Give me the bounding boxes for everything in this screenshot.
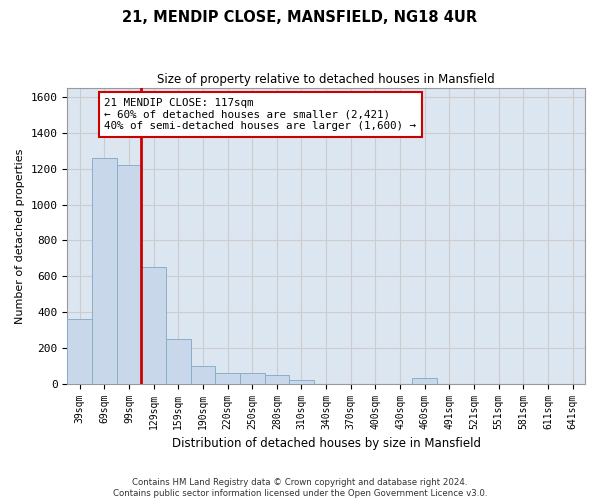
- Bar: [412, 378, 437, 384]
- Text: 21, MENDIP CLOSE, MANSFIELD, NG18 4UR: 21, MENDIP CLOSE, MANSFIELD, NG18 4UR: [122, 10, 478, 25]
- Bar: [215, 373, 240, 384]
- Bar: [116, 165, 141, 384]
- Text: Contains HM Land Registry data © Crown copyright and database right 2024.
Contai: Contains HM Land Registry data © Crown c…: [113, 478, 487, 498]
- Bar: [92, 158, 116, 384]
- Bar: [240, 373, 265, 384]
- Bar: [289, 380, 314, 384]
- Title: Size of property relative to detached houses in Mansfield: Size of property relative to detached ho…: [157, 72, 495, 86]
- Bar: [166, 339, 191, 384]
- Y-axis label: Number of detached properties: Number of detached properties: [15, 148, 25, 324]
- Text: 21 MENDIP CLOSE: 117sqm
← 60% of detached houses are smaller (2,421)
40% of semi: 21 MENDIP CLOSE: 117sqm ← 60% of detache…: [104, 98, 416, 131]
- Bar: [265, 374, 289, 384]
- Bar: [191, 366, 215, 384]
- Bar: [67, 319, 92, 384]
- Bar: [141, 267, 166, 384]
- X-axis label: Distribution of detached houses by size in Mansfield: Distribution of detached houses by size …: [172, 437, 481, 450]
